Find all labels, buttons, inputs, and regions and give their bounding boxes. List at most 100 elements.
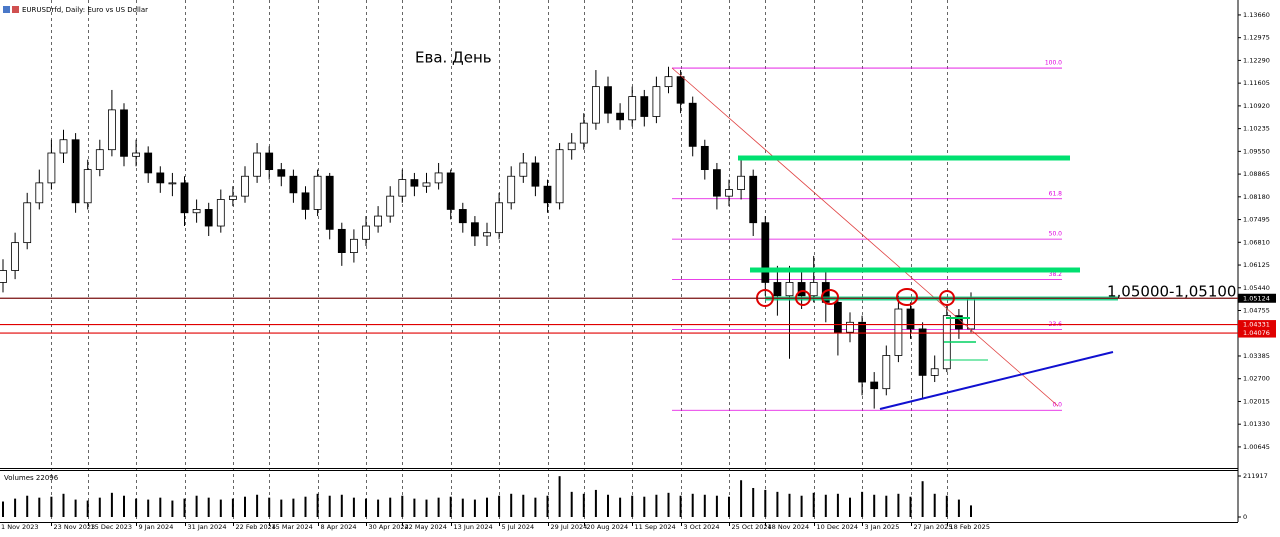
x-tick-label: 9 Jan 2024	[139, 523, 174, 531]
candle-body	[362, 225, 370, 240]
price-label-bg	[1238, 293, 1276, 303]
candle-body	[531, 162, 540, 187]
x-tick-label: 5 Jul 2024	[502, 523, 535, 531]
x-tick-label: 3 Jan 2025	[865, 523, 900, 531]
candle-body	[579, 122, 588, 144]
candle-body	[652, 86, 661, 117]
annotation: Ева. День	[415, 49, 492, 67]
candle-body	[337, 228, 346, 253]
candle-body	[422, 182, 431, 187]
candle-body	[773, 282, 782, 297]
candle-body	[918, 328, 927, 376]
candle-body	[894, 308, 903, 356]
y-tick-label: 1.06810	[1243, 238, 1270, 246]
candle-body	[495, 202, 504, 234]
circle-mark	[821, 289, 839, 305]
candle-body	[555, 149, 564, 204]
candle-body	[192, 209, 201, 214]
y-tick-label: 1.02015	[1243, 397, 1270, 405]
candle-body	[519, 162, 528, 177]
x-tick-label: 15 Dec 2023	[91, 523, 133, 531]
candle-body	[446, 172, 455, 210]
price-label-bg	[1238, 328, 1276, 338]
candle-body	[83, 169, 92, 204]
candle-body	[228, 195, 237, 200]
circle-mark	[896, 288, 918, 306]
candle-body	[470, 222, 479, 237]
candle-body	[616, 112, 624, 121]
candle-body	[325, 175, 334, 230]
candle-body	[664, 76, 673, 88]
x-tick-label: 13 Jun 2024	[454, 523, 493, 531]
y-tick-label: 1.05440	[1243, 284, 1270, 292]
y-tick-label: 1.03385	[1243, 352, 1270, 360]
candle-body	[882, 355, 891, 390]
candle-body	[592, 86, 600, 124]
volume-title: Volumes 22096	[4, 474, 59, 482]
candle-body	[567, 142, 576, 151]
y-tick-label: 1.10920	[1243, 102, 1270, 110]
candle-body	[35, 182, 44, 204]
x-tick-label: 23 Nov 2023	[54, 523, 96, 531]
y-tick-label: 1.01330	[1243, 420, 1270, 428]
x-tick-label: 18 Nov 2024	[768, 523, 810, 531]
price-label-bg	[1238, 320, 1276, 330]
candle-body	[507, 175, 516, 204]
candle-body	[120, 109, 128, 157]
candle-body	[483, 232, 491, 237]
candles: 100.061.850.038.223.60.0	[0, 0, 1062, 522]
candle-body	[809, 282, 818, 297]
candle-body	[749, 175, 758, 224]
candle-body	[858, 321, 866, 383]
candle-body	[846, 321, 854, 333]
x-tick-label: 11 Sep 2024	[635, 523, 676, 531]
candle-body	[834, 301, 842, 333]
x-tick-label: 25 Oct 2024	[732, 523, 772, 531]
fib-label: 100.0	[1045, 60, 1062, 67]
candle-body	[277, 169, 286, 177]
candle-body	[216, 199, 225, 227]
candle-body	[241, 175, 249, 197]
price-label: 1.04331	[1243, 321, 1270, 329]
candle-body	[785, 282, 794, 297]
candle-body	[313, 175, 322, 210]
candle-body	[168, 182, 177, 185]
y-tick-label: 1.11605	[1243, 79, 1270, 87]
x-tick-label: 27 Jan 2025	[914, 523, 953, 531]
y-tick-label: 1.12290	[1243, 56, 1270, 64]
candle-body	[289, 175, 298, 194]
candle-body	[374, 215, 383, 227]
candle-body	[95, 149, 104, 171]
candle-body	[737, 175, 745, 190]
y-tick-label: 1.08865	[1243, 170, 1270, 178]
fib-label: 50.0	[1049, 231, 1063, 238]
candle-body	[797, 282, 806, 297]
fib-label: 61.8	[1049, 190, 1063, 197]
x-tick-label: 31 Jan 2024	[188, 523, 227, 531]
symbol-icon	[3, 6, 10, 13]
candle-body	[604, 86, 612, 114]
candle-body	[676, 76, 685, 104]
fib-trendline	[671, 67, 1059, 407]
candle-body	[11, 242, 20, 271]
y-tick-label: 1.09550	[1243, 147, 1270, 155]
x-tick-label: 22 May 2024	[405, 523, 447, 531]
y-tick-label: 0	[1243, 513, 1247, 521]
x-tick-label: 3 Oct 2024	[684, 523, 720, 531]
candle-body	[59, 139, 68, 154]
y-tick-label: 1.10235	[1243, 125, 1270, 133]
candle-body	[930, 368, 939, 376]
x-tick-label: 1 Nov 2023	[1, 523, 39, 531]
candle-body	[0, 270, 7, 283]
y-tick-label: 1.08180	[1243, 193, 1270, 201]
candle-body	[349, 238, 358, 253]
candle-body	[71, 139, 80, 204]
candle-body	[725, 189, 733, 197]
symbol-icon	[12, 6, 19, 13]
x-tick-label: 22 Feb 2024	[236, 523, 276, 531]
trend-line	[879, 351, 1114, 410]
y-tick-label: 1.06125	[1243, 261, 1270, 269]
annotation: 1,05000-1,05100	[1107, 283, 1236, 301]
y-tick-label: 211917	[1243, 472, 1268, 480]
